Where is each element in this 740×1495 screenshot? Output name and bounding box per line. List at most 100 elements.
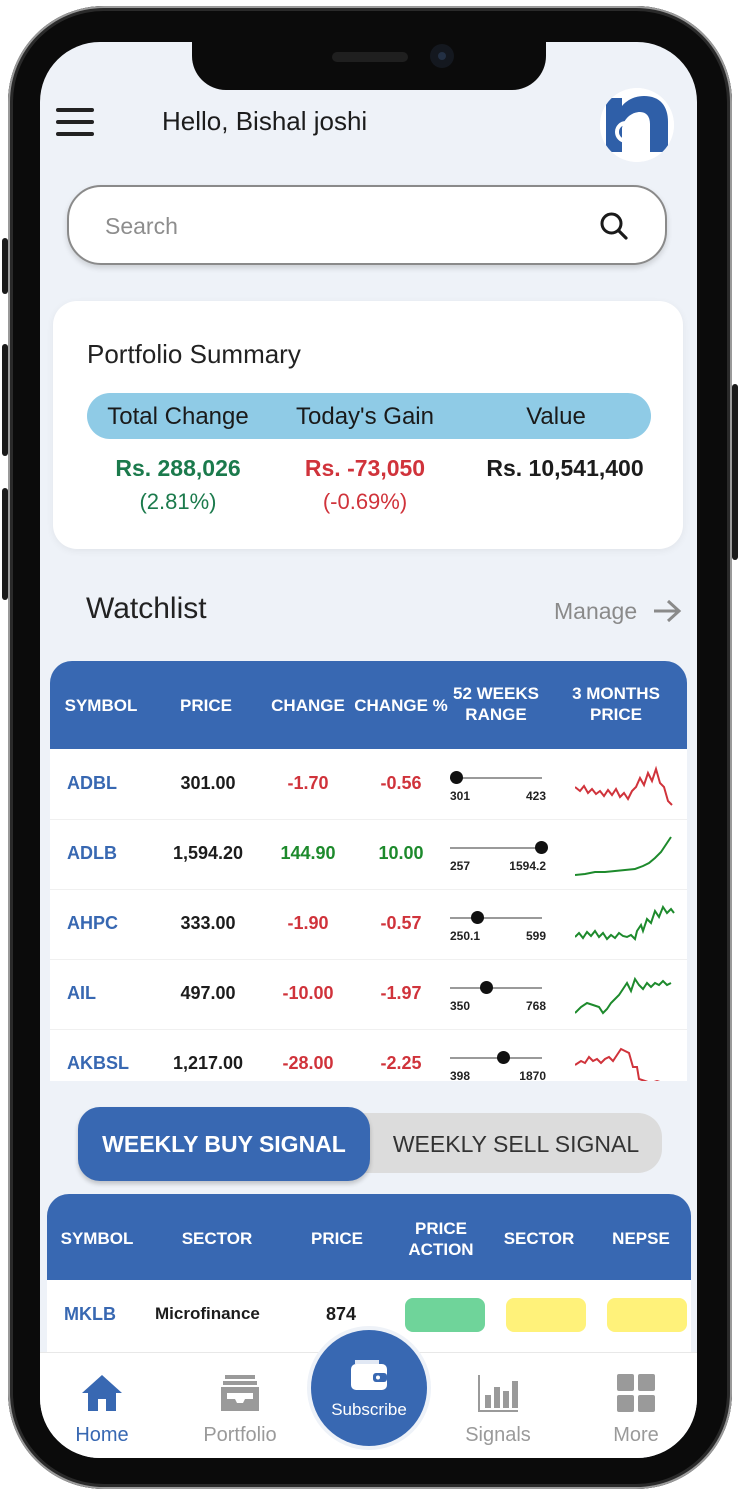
signals-header: SYMBOL SECTOR PRICE PRICE ACTION SECTOR … xyxy=(47,1194,691,1280)
table-row[interactable]: MKLB Microfinance 874 xyxy=(47,1280,691,1360)
app-logo[interactable] xyxy=(600,88,674,162)
col-symbol: SYMBOL xyxy=(64,696,138,715)
range-52w: 350 768 xyxy=(450,977,550,1017)
col-sector: SECTOR xyxy=(181,1229,253,1248)
range-low: 350 xyxy=(450,999,471,1013)
price-action-indicator xyxy=(405,1298,485,1332)
watchlist-header: SYMBOL PRICE CHANGE CHANGE % 52 WEEKS RA… xyxy=(50,661,687,749)
row-symbol[interactable]: AIL xyxy=(67,983,96,1003)
row-symbol[interactable]: AKBSL xyxy=(67,1053,129,1073)
row-change-pct: -1.97 xyxy=(380,983,422,1003)
row-price: 874 xyxy=(325,1304,357,1324)
row-sector: Microfinance xyxy=(155,1304,260,1323)
range-high: 1870 xyxy=(519,1069,546,1081)
tab-weekly-sell-signal[interactable]: WEEKLY SELL SIGNAL xyxy=(392,1131,640,1157)
total-change-value: Rs. 288,026 xyxy=(115,455,241,481)
watchlist-table: SYMBOL PRICE CHANGE CHANGE % 52 WEEKS RA… xyxy=(50,661,687,1081)
portfolio-value: Rs. 10,541,400 xyxy=(486,455,644,481)
nav-home-label: Home xyxy=(75,1424,129,1446)
row-change-pct: 10.00 xyxy=(378,843,424,863)
nav-portfolio-label: Portfolio xyxy=(203,1424,277,1446)
row-change-pct: -0.56 xyxy=(380,773,422,793)
row-symbol[interactable]: MKLB xyxy=(64,1304,116,1324)
range-low: 398 xyxy=(450,1069,471,1081)
col-nepse: NEPSE xyxy=(612,1229,670,1248)
row-change: -1.70 xyxy=(287,773,329,793)
row-change: -10.00 xyxy=(282,983,334,1003)
bar-chart-icon xyxy=(478,1375,518,1412)
range-high: 768 xyxy=(525,999,546,1013)
header-total-change: Total Change xyxy=(107,403,249,430)
search-bar[interactable] xyxy=(67,185,667,265)
portfolio-summary-card[interactable]: Portfolio Summary Total Change Today's G… xyxy=(53,301,683,549)
phone-power-button xyxy=(732,384,738,560)
sparkline-3m xyxy=(575,1047,661,1081)
table-row[interactable]: ADLB 1,594.20 144.90 10.00 257 1594.2 xyxy=(50,819,687,890)
row-change-pct: -2.25 xyxy=(380,1053,422,1073)
row-price: 333.00 xyxy=(180,913,236,933)
notch xyxy=(192,42,546,90)
summary-header: Total Change Today's Gain Value xyxy=(87,393,651,439)
arrow-right-icon[interactable] xyxy=(652,598,682,624)
card-title: Portfolio Summary xyxy=(87,339,301,369)
home-icon xyxy=(82,1375,122,1411)
greeting-text: Hello, Bishal joshi xyxy=(162,106,368,136)
subscribe-button[interactable]: Subscribe xyxy=(311,1330,427,1446)
row-change: 144.90 xyxy=(280,843,336,863)
phone-side-button xyxy=(2,238,8,294)
range-high: 599 xyxy=(525,929,546,943)
range-low: 257 xyxy=(450,859,471,873)
app-screen: Hello, Bishal joshi Portfolio Summary To… xyxy=(40,42,697,1458)
row-change: -1.90 xyxy=(287,913,329,933)
menu-icon[interactable] xyxy=(56,108,94,136)
col-3-months-price: 3 MONTHS PRICE xyxy=(572,684,660,724)
table-row[interactable]: ADBL 301.00 -1.70 -0.56 301 423 xyxy=(50,749,687,820)
nav-more[interactable]: More xyxy=(576,1373,696,1447)
row-symbol[interactable]: AHPC xyxy=(67,913,119,933)
nav-signals-label: Signals xyxy=(465,1424,531,1446)
header-value: Value xyxy=(526,403,586,430)
phone-side-button xyxy=(2,344,8,456)
col-price: PRICE xyxy=(180,696,232,715)
row-change-pct: -0.57 xyxy=(380,913,422,933)
table-row[interactable]: AIL 497.00 -10.00 -1.97 350 768 xyxy=(50,959,687,1030)
range-high: 423 xyxy=(525,789,546,803)
row-symbol[interactable]: ADBL xyxy=(67,773,117,793)
col-change-pct: CHANGE % xyxy=(354,696,448,715)
front-camera xyxy=(430,44,454,68)
col-price: PRICE xyxy=(311,1229,363,1248)
nav-home[interactable]: Home xyxy=(42,1373,162,1447)
col-52-weeks-range: 52 WEEKS RANGE xyxy=(453,684,539,724)
col-symbol: SYMBOL xyxy=(60,1229,134,1248)
col-price-action: PRICE ACTION xyxy=(408,1219,474,1259)
row-change: -28.00 xyxy=(282,1053,334,1073)
search-icon[interactable] xyxy=(599,211,629,241)
search-input[interactable] xyxy=(103,207,587,245)
table-row[interactable]: AKBSL 1,217.00 -28.00 -2.25 398 1870 xyxy=(50,1029,687,1081)
speaker xyxy=(332,52,408,62)
sparkline-3m xyxy=(575,976,672,1015)
todays-gain-percent: (-0.69%) xyxy=(322,489,408,514)
manage-link[interactable]: Manage xyxy=(554,598,638,624)
tab-weekly-buy-signal[interactable]: WEEKLY BUY SIGNAL xyxy=(78,1107,370,1181)
row-symbol[interactable]: ADLB xyxy=(67,843,117,863)
nav-more-label: More xyxy=(613,1424,659,1446)
sparkline-3m xyxy=(575,836,672,876)
watchlist-body: ADBL 301.00 -1.70 -0.56 301 423 ADLB 1,5… xyxy=(50,749,687,1081)
range-low: 250.1 xyxy=(450,929,481,943)
header-todays-gain: Today's Gain xyxy=(296,403,434,430)
range-52w: 301 423 xyxy=(450,767,550,807)
nav-portfolio[interactable]: Portfolio xyxy=(180,1373,300,1447)
range-52w: 257 1594.2 xyxy=(450,837,550,877)
sector-indicator xyxy=(506,1298,586,1332)
range-low: 301 xyxy=(450,789,471,803)
nav-signals[interactable]: Signals xyxy=(438,1373,558,1447)
row-price: 497.00 xyxy=(180,983,236,1003)
watchlist-title: Watchlist xyxy=(86,592,207,625)
inbox-tray-icon xyxy=(221,1375,259,1411)
signals-table: SYMBOL SECTOR PRICE PRICE ACTION SECTOR … xyxy=(47,1194,691,1360)
range-52w: 250.1 599 xyxy=(450,907,550,947)
range-52w: 398 1870 xyxy=(450,1047,550,1081)
nepse-indicator xyxy=(607,1298,687,1332)
table-row[interactable]: AHPC 333.00 -1.90 -0.57 250.1 599 xyxy=(50,889,687,960)
